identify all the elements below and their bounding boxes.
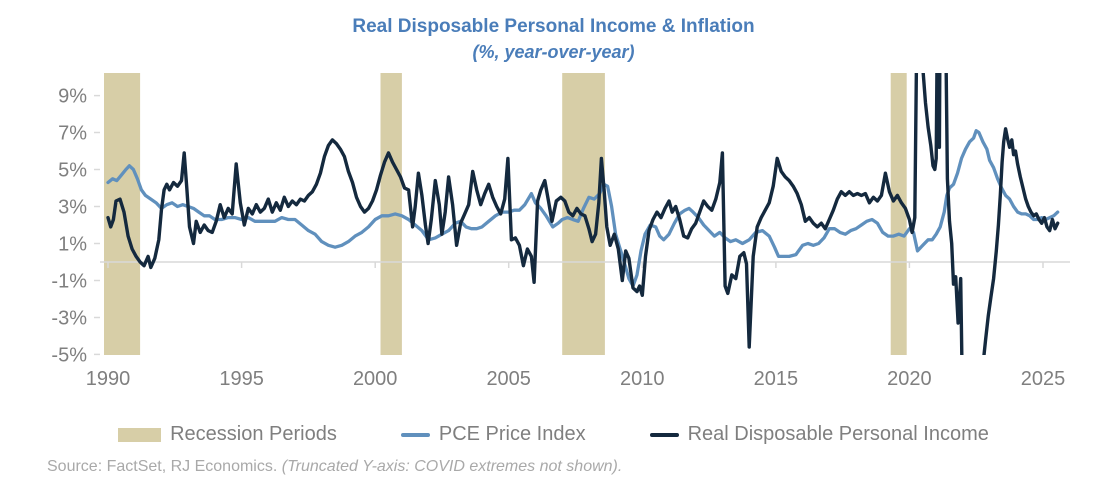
legend: Recession Periods PCE Price Index Real D…	[0, 423, 1107, 446]
y-tick-label: 7%	[58, 123, 87, 145]
x-tick-label: 2020	[887, 368, 932, 390]
x-tick-label: 2010	[620, 368, 665, 390]
recession-band	[104, 73, 141, 355]
chart-title: Real Disposable Personal Income & Inflat…	[352, 16, 755, 37]
x-tick-label: 2015	[754, 368, 799, 390]
legend-label: Real Disposable Personal Income	[687, 423, 989, 445]
recession-band	[890, 73, 907, 355]
legend-item-real-disposable-personal-income: Real Disposable Personal Income	[649, 423, 989, 446]
x-tick-label: 1990	[86, 368, 131, 390]
y-tick-label: -1%	[51, 271, 87, 293]
legend-item-pce-price-index: PCE Price Index	[400, 423, 586, 446]
y-tick-label: 9%	[58, 86, 87, 108]
x-tick-label: 2025	[1021, 368, 1066, 390]
recession-swatch-icon	[118, 427, 162, 442]
chart-header: Real Disposable Personal Income & Inflat…	[0, 14, 1107, 64]
legend-label: PCE Price Index	[438, 423, 586, 445]
pce-line-swatch-icon	[400, 432, 430, 437]
series-line-real-disposable-personal-income	[106, 73, 1060, 355]
legend-label: Recession Periods	[170, 423, 337, 445]
plot-area: 9% 7% 5% 3% 1% -1% -3% -5%1990 1995 2000 2005 2010 2…	[51, 73, 1070, 390]
rdpi-line-swatch-icon	[649, 432, 679, 437]
source-note-italic: (Truncated Y-axis: COVID extremes not sh…	[281, 458, 623, 475]
chart-subtitle: (%, year-over-year)	[472, 42, 635, 62]
source-text: Source: FactSet, RJ Economics.	[47, 458, 282, 475]
x-tick-label: 2005	[486, 368, 531, 390]
y-tick-label: 1%	[58, 234, 87, 256]
legend-item-recession-periods: Recession Periods	[118, 423, 337, 446]
x-tick-label: 2000	[353, 368, 398, 390]
series-line-pce-price-index	[106, 129, 1060, 288]
x-tick-label: 1995	[219, 368, 264, 390]
y-tick-label: -3%	[51, 308, 87, 330]
y-tick-label: 3%	[58, 197, 87, 219]
source-note: Source: FactSet, RJ Economics. (Truncate…	[47, 458, 622, 476]
y-tick-label: 5%	[58, 160, 87, 182]
y-tick-label: -5%	[51, 344, 87, 366]
